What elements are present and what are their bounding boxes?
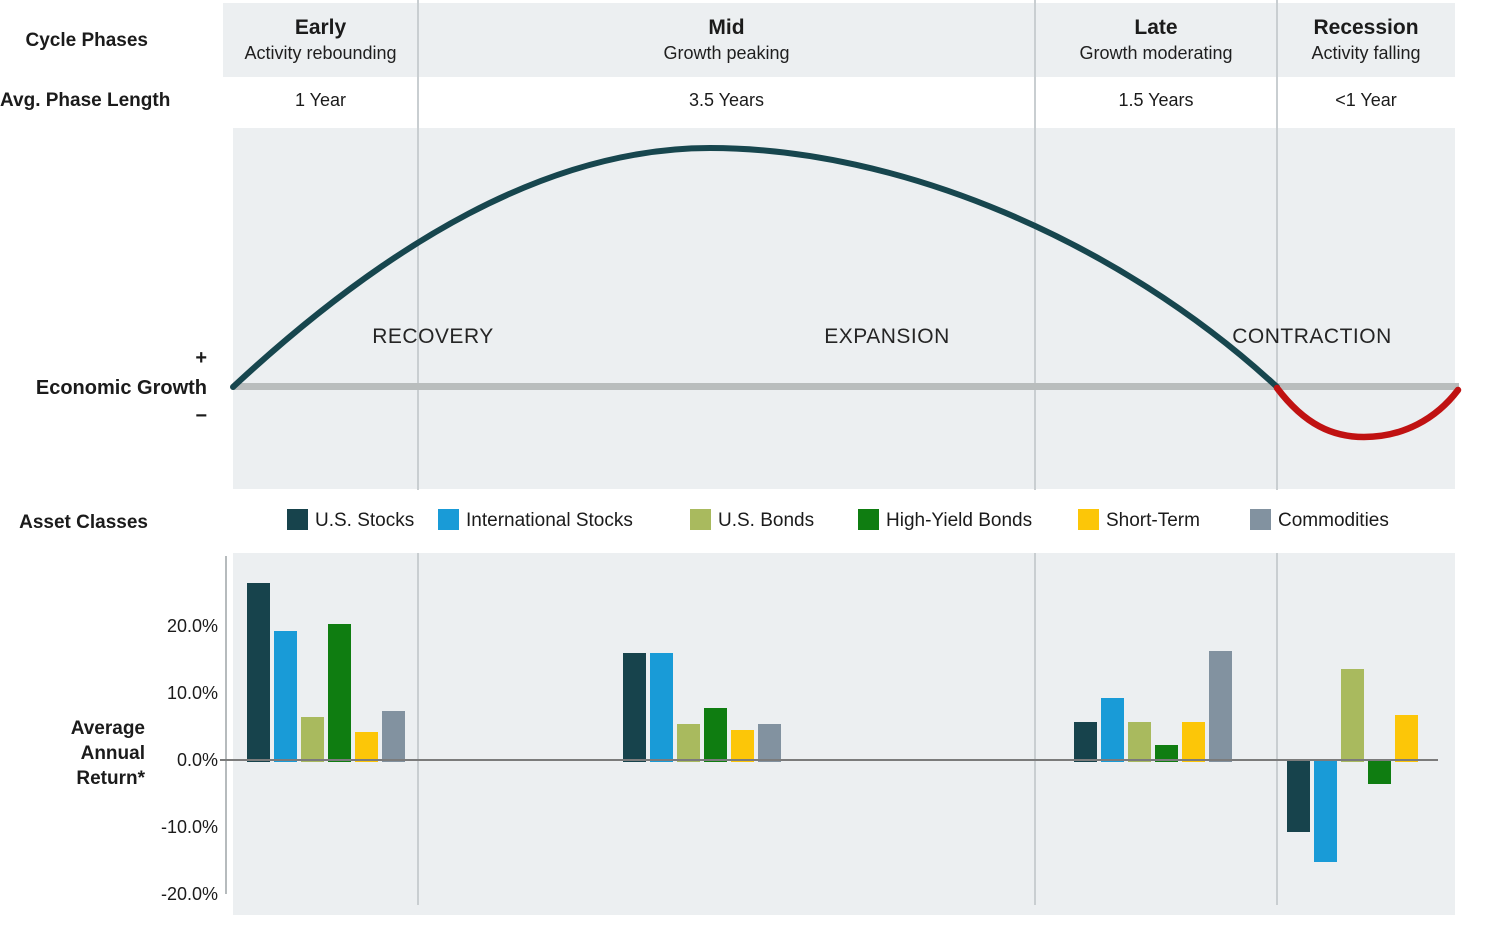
bar-recession-high-yield-bonds [1368,760,1391,784]
bar-mid-u-s-bonds [677,724,700,762]
phase-header-late: Late Growth moderating [1035,15,1277,65]
bar-mid-short-term [731,730,754,762]
legend-item-commodities: Commodities [1250,509,1389,533]
legend-item-u-s-bonds: U.S. Bonds [690,509,814,533]
bar-recession-u-s-bonds [1341,668,1364,762]
bar-early-u-s-stocks [247,582,270,762]
phase-divider-mid-late [1034,0,1036,490]
stage-label-expansion: EXPANSION [824,325,950,348]
bar-late-international-stocks [1101,697,1124,762]
stage-label-recovery: RECOVERY [372,325,494,348]
avg-phase-length-label: Avg. Phase Length [0,90,171,111]
phase-description: Activity rebounding [244,43,397,63]
ytick-0.0%: 0.0% [176,750,218,770]
bar-mid-u-s-stocks [623,653,646,762]
bar-recession-u-s-stocks [1287,760,1310,832]
legend-item-international-stocks: International Stocks [438,509,633,533]
bar-chart-zero-axis [220,759,1438,761]
growth-minus-sign: − [195,405,207,427]
ytick--20.0%: -20.0% [160,884,218,905]
recession-curve-path [1273,384,1462,441]
bar-mid-commodities [758,724,781,762]
bar-late-commodities [1209,650,1232,762]
phase-description: Activity falling [1311,43,1421,63]
phase-header-recession: Recession Activity falling [1277,15,1455,65]
phase-divider-early-mid-lower [417,553,419,905]
legend-swatch [690,509,711,530]
bar-mid-high-yield-bonds [704,707,727,762]
legend-label: High-Yield Bonds [886,510,1033,531]
average-annual-return-axis-label: Average Annual Return* [0,716,145,791]
legend-label: U.S. Stocks [315,510,415,531]
axis-label-line: Annual [80,743,145,764]
ytick--10.0%: -10.0% [160,817,218,838]
phase-length-mid: 3.5 Years [688,90,765,110]
legend-item-u-s-stocks: U.S. Stocks [287,509,414,533]
phase-length-late: 1.5 Years [1118,90,1194,110]
legend-label: U.S. Bonds [718,510,815,531]
bar-early-international-stocks [274,631,297,762]
asset-classes-label: Asset Classes [19,512,148,533]
cycle-phases-label: Cycle Phases [25,30,148,51]
phase-divider-late-recession [1276,0,1278,490]
phase-length-recession: <1 Year [1335,90,1397,110]
bar-early-commodities [382,711,405,762]
bar-late-u-s-stocks [1074,722,1097,762]
axis-label-line: Return* [76,768,145,789]
phase-name: Late [1134,16,1178,39]
phase-description: Growth moderating [1079,43,1233,63]
axis-label-line: Average [70,718,145,739]
legend-label: Short-Term [1106,510,1200,531]
bar-chart-y-axis [225,556,227,894]
growth-curve-path [230,144,1280,390]
legend-swatch [287,509,308,530]
bar-recession-international-stocks [1314,760,1337,862]
phase-name: Mid [708,16,745,39]
economic-growth-label: Economic Growth [35,377,207,399]
ytick-20.0%: 20.0% [166,615,218,636]
phase-name: Recession [1313,16,1419,39]
bar-recession-short-term [1395,714,1418,762]
bar-late-high-yield-bonds [1155,744,1178,762]
bar-early-short-term [355,732,378,762]
legend-label: Commodities [1278,510,1389,531]
legend-swatch [1078,509,1099,530]
bar-late-short-term [1182,722,1205,762]
legend-swatch [858,509,879,530]
legend-label: International Stocks [466,510,633,531]
stage-label-contraction: CONTRACTION [1232,325,1392,348]
bar-mid-international-stocks [650,653,673,762]
phase-divider-mid-late-lower [1034,553,1036,905]
legend-swatch [1250,509,1271,530]
ytick-10.0%: 10.0% [166,682,218,703]
phase-header-mid: Mid Growth peaking [418,15,1035,65]
legend-item-short-term: Short-Term [1078,509,1200,533]
phase-divider-late-recession-lower [1276,553,1278,905]
phase-description: Growth peaking [663,43,790,63]
phase-name: Early [294,16,347,39]
economic-growth-baseline [233,383,1459,390]
phase-length-early: 1 Year [294,90,347,110]
bar-early-high-yield-bonds [328,623,351,762]
cycle-phase-header-band [223,3,1455,77]
bar-late-u-s-bonds [1128,722,1151,762]
economic-growth-curve [230,144,1462,441]
growth-plus-sign: + [195,347,207,369]
economic-growth-plot-area [233,128,1455,489]
legend-item-high-yield-bonds: High-Yield Bonds [858,509,1032,533]
phase-header-early: Early Activity rebounding [223,15,418,65]
legend-swatch [438,509,459,530]
bar-early-u-s-bonds [301,717,324,762]
returns-bar-plot-area [233,553,1455,915]
